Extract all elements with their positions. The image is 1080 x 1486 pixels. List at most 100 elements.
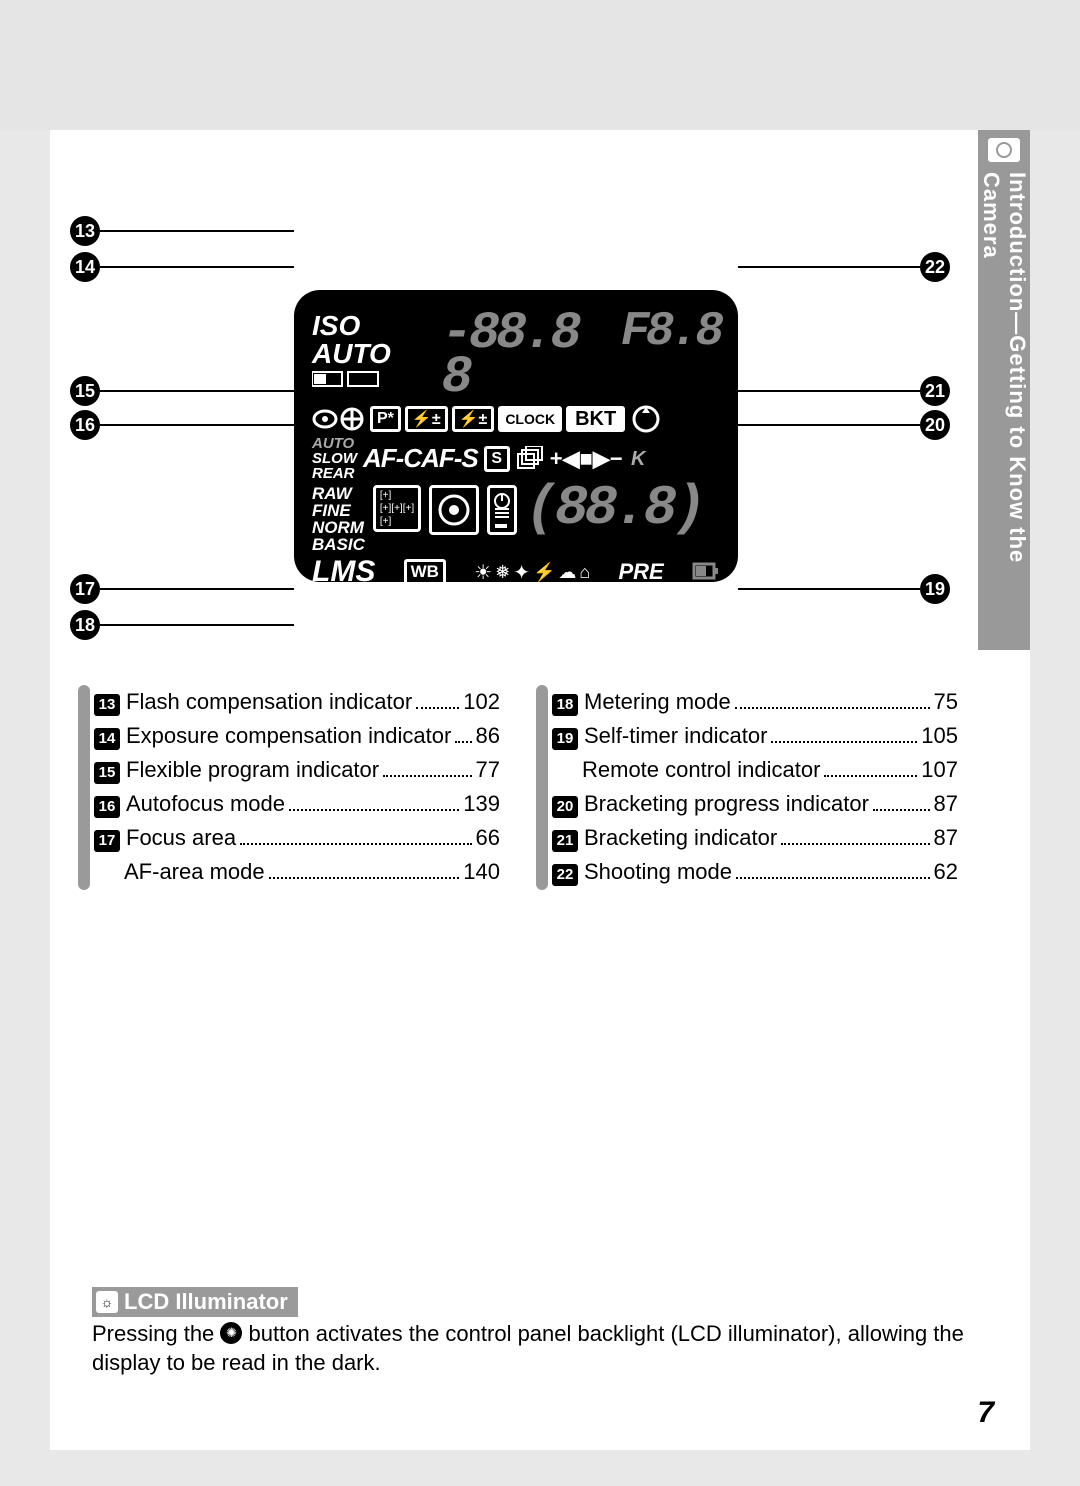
callout-line [100, 390, 294, 392]
callout-13: 13 [70, 216, 100, 246]
legend-label: Remote control indicator [582, 753, 820, 787]
callout-21: 21 [920, 376, 950, 406]
focus-grid-icon: [+] [+][+][+] [+] [373, 485, 421, 532]
s-box: S [484, 446, 510, 472]
legend-dots [781, 843, 929, 845]
quality-stack: RAW FINE NORM BASIC [312, 485, 365, 553]
callout-line [100, 624, 294, 626]
legend-col-left: 13Flash compensation indicator10214Expos… [78, 685, 500, 890]
legend-row: 18 Metering mode 75 [548, 685, 958, 719]
bkt-label: BKT [566, 406, 625, 432]
legend-num: 16 [94, 796, 120, 818]
legend-row: 13Flash compensation indicator102 [90, 685, 500, 719]
legend-page: 140 [463, 855, 500, 889]
bracket-progress: +◀■▶− [550, 446, 623, 472]
center-af-icon [429, 485, 479, 535]
frames-seg: 88.8 [555, 476, 673, 540]
legend-page: 87 [934, 821, 958, 855]
legend-page: 75 [934, 685, 958, 719]
legend-num: 14 [94, 728, 120, 750]
section-title: Introduction—Getting to Know the Camera [978, 172, 1030, 650]
battery-icon [692, 560, 720, 584]
legend-row: 22Shooting mode62 [548, 855, 958, 889]
legend-dots [240, 843, 471, 845]
legend-row: Remote control indicator 107 [548, 753, 958, 787]
callout-line [100, 588, 294, 590]
legend-page: 87 [934, 787, 958, 821]
callout-legend: 13Flash compensation indicator10214Expos… [78, 685, 958, 890]
callout-15: 15 [70, 376, 100, 406]
legend-label: Exposure compensation indicator [126, 719, 451, 753]
callout-16: 16 [70, 410, 100, 440]
callout-18: 18 [70, 610, 100, 640]
legend-page: 139 [463, 787, 500, 821]
callout-22: 22 [920, 252, 950, 282]
legend-dots [289, 809, 459, 811]
legend-label: Focus area [126, 821, 236, 855]
legend-row: 14 Exposure compensation indicator 86 [90, 719, 500, 753]
af-mode-label: AF-CAF-S [363, 443, 478, 474]
legend-dots [269, 877, 460, 879]
page-number: 7 [977, 1396, 994, 1430]
mode-dial-icon [629, 404, 663, 434]
flash-mode-stack: AUTO SLOW REAR [312, 436, 357, 481]
backlight-button-icon: ✺ [220, 1322, 242, 1344]
legend-dots [416, 707, 459, 709]
legend-bar [536, 685, 548, 890]
legend-bar [78, 685, 90, 890]
legend-col-right: 18 Metering mode 7519Self-timer indicator1… [536, 685, 958, 890]
legend-label: Self-timer indicator [584, 719, 767, 753]
legend-row: 15Flexible program indicator77 [90, 753, 500, 787]
flash-comp-box: ⚡± [405, 406, 448, 432]
note-body: Pressing the ✺ button activates the cont… [92, 1319, 992, 1378]
eye-redeye-icon [312, 405, 366, 433]
manual-page: Introduction—Getting to Know the Camera … [50, 130, 1030, 1450]
legend-label: Metering mode [584, 685, 731, 719]
legend-num: 17 [94, 830, 120, 852]
callout-19: 19 [920, 574, 950, 604]
legend-label: Autofocus mode [126, 787, 285, 821]
legend-dots [383, 775, 471, 777]
camera-icon [988, 138, 1020, 162]
callout-17: 17 [70, 574, 100, 604]
k-icon: K [629, 447, 653, 471]
callout-line [100, 424, 294, 426]
legend-dots [736, 877, 930, 879]
callout-line [100, 230, 294, 232]
note-header: ☼ LCD Illuminator [92, 1287, 298, 1317]
legend-row: 17 Focus area 66 [90, 821, 500, 855]
pre-label: PRE [619, 559, 664, 585]
legend-row: 19Self-timer indicator105 [548, 719, 958, 753]
legend-row: 20Bracketing progress indicator87 [548, 787, 958, 821]
legend-page: 86 [476, 719, 500, 753]
wb-icons-row: ☀ ❅ ✦ ⚡ ☁ ⌂ [474, 560, 590, 585]
legend-page: 107 [921, 753, 958, 787]
callout-line [738, 390, 920, 392]
legend-label: Flash compensation indicator [126, 685, 412, 719]
burst-icon [516, 446, 544, 472]
ev-comp-icon [312, 370, 382, 388]
legend-dots [771, 741, 917, 743]
page-top-margin [0, 0, 1080, 130]
legend-label: Flexible program indicator [126, 753, 379, 787]
legend-page: 66 [476, 821, 500, 855]
section-side-tab: Introduction—Getting to Know the Camera [978, 130, 1030, 650]
legend-page: 77 [476, 753, 500, 787]
callout-line [738, 424, 920, 426]
legend-label: Bracketing indicator [584, 821, 777, 855]
legend-num: 22 [552, 864, 578, 886]
legend-page: 102 [463, 685, 500, 719]
legend-row: 16 Autofocus mode 139 [90, 787, 500, 821]
timer-beep-icon [487, 485, 517, 535]
legend-row: AF-area mode140 [90, 855, 500, 889]
legend-num: 18 [552, 694, 578, 716]
legend-dots [735, 707, 930, 709]
legend-num: 20 [552, 796, 578, 818]
p-star-icon: P* [370, 406, 401, 432]
legend-dots [873, 809, 930, 811]
lcd-illuminator-note: ☼ LCD Illuminator Pressing the ✺ button … [92, 1287, 992, 1378]
clock-label: CLOCK [498, 406, 562, 432]
legend-page: 62 [934, 855, 958, 889]
legend-row: 21Bracketing indicator87 [548, 821, 958, 855]
callout-line [738, 266, 920, 268]
